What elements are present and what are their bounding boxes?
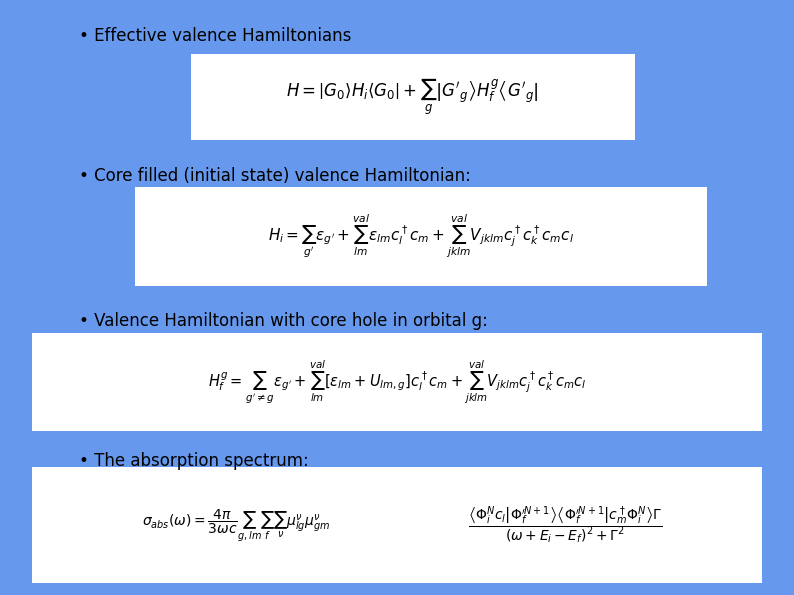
FancyBboxPatch shape [135,187,707,286]
Text: $H_i = \sum_{g'} \varepsilon_{g'} + \sum_{lm}^{val} \varepsilon_{lm} c^\dagger_l: $H_i = \sum_{g'} \varepsilon_{g'} + \sum… [268,212,574,261]
Text: • Valence Hamiltonian with core hole in orbital g:: • Valence Hamiltonian with core hole in … [79,312,488,330]
Text: $H^g_f = \sum_{g' \neq g} \varepsilon_{g'} + \sum_{lm}^{val} \left[\varepsilon_{: $H^g_f = \sum_{g' \neq g} \varepsilon_{g… [207,359,587,406]
Text: • The absorption spectrum:: • The absorption spectrum: [79,452,309,470]
Text: • Core filled (initial state) valence Hamiltonian:: • Core filled (initial state) valence Ha… [79,167,472,184]
FancyBboxPatch shape [32,467,762,583]
Text: • Effective valence Hamiltonians: • Effective valence Hamiltonians [79,27,352,45]
Text: $\sigma_{abs}(\omega) = \dfrac{4\pi}{3\omega c} \sum_{g,lm} \sum_f \sum_\nu \mu^: $\sigma_{abs}(\omega) = \dfrac{4\pi}{3\o… [142,507,330,543]
Text: $H = \left|G_0\right\rangle H_i \left\langle G_0\right| + \sum_g \left|G'_g\righ: $H = \left|G_0\right\rangle H_i \left\la… [287,77,539,117]
FancyBboxPatch shape [191,54,635,140]
Text: $\dfrac{\left\langle \Phi^N_i c_l \left| \Phi^{\prime N+1}_f \right\rangle \left: $\dfrac{\left\langle \Phi^N_i c_l \left|… [468,504,662,546]
FancyBboxPatch shape [32,333,762,431]
